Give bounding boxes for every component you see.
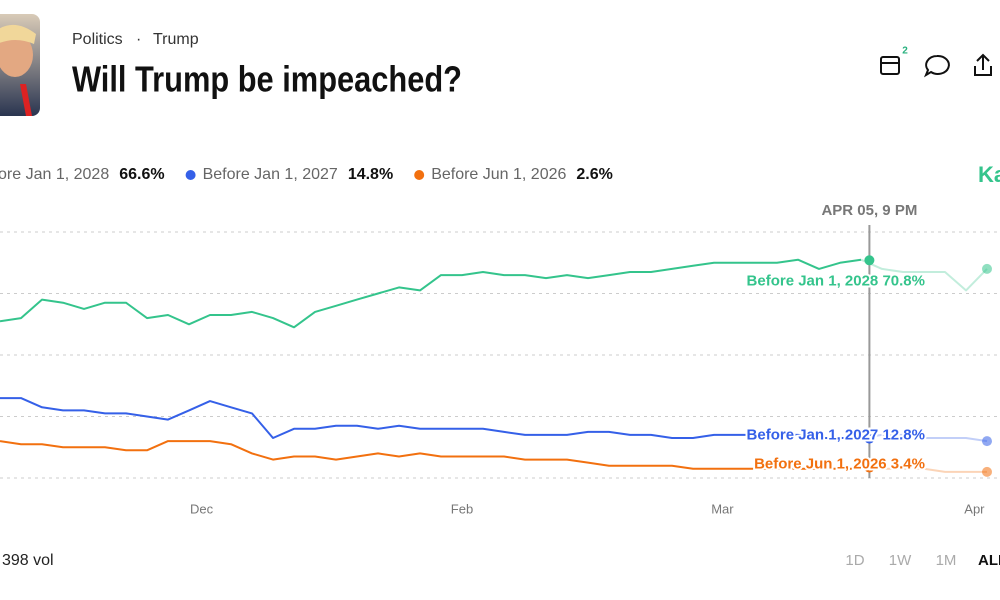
- hover-label-name: Before Jan 1, 2027: [747, 427, 879, 444]
- calendar-badge: 2: [902, 46, 908, 57]
- volume: 398 vol: [2, 552, 54, 569]
- hover-label-value: 3.4%: [891, 456, 925, 473]
- avatar-tie: [20, 84, 32, 116]
- legend-value: 14.8%: [348, 166, 393, 183]
- x-tick-label: Dec: [190, 501, 214, 516]
- avatar-hair: [0, 24, 36, 44]
- avatar-face: [0, 33, 33, 77]
- x-tick-label: Feb: [451, 501, 473, 516]
- series-line: [0, 397, 861, 439]
- hover-label-value: 70.8%: [882, 272, 925, 289]
- brand-logo: Kalshi: [978, 162, 1000, 187]
- legend-label: Before Jan 1, 2028: [0, 166, 109, 183]
- series-line-faded: [860, 433, 988, 443]
- range-button[interactable]: 1W: [889, 552, 912, 569]
- hover-dot: [864, 433, 875, 444]
- hover-date: APR 05, 9 PM: [821, 202, 917, 219]
- legend-swatch: [414, 170, 425, 180]
- x-tick-label: Apr: [964, 501, 985, 516]
- legend-value: 2.6%: [576, 166, 612, 183]
- hover-dot: [864, 462, 875, 473]
- series-line: [0, 440, 861, 470]
- series-end-dot: [982, 466, 992, 477]
- share-button[interactable]: [974, 53, 992, 76]
- series-line: [0, 258, 862, 329]
- series-end-dot: [982, 263, 992, 274]
- breadcrumb[interactable]: Trump: [153, 31, 199, 48]
- legend-label: Before Jun 1, 2026: [431, 166, 566, 183]
- calendar-button[interactable]: [880, 56, 900, 75]
- hover-label-value: 12.8%: [882, 427, 925, 444]
- legend-label: Before Jan 1, 2027: [203, 166, 338, 183]
- hover-label: Before Jan 1, 2028 70.8%: [747, 272, 925, 289]
- range-button[interactable]: 1D: [845, 552, 864, 569]
- breadcrumb-separator: ·: [136, 31, 141, 48]
- range-button[interactable]: ALL: [978, 552, 1000, 569]
- legend-value: 66.6%: [119, 166, 164, 183]
- hover-label-name: Before Jan 1, 2028: [747, 272, 879, 289]
- series-end-dot: [982, 436, 992, 447]
- breadcrumb[interactable]: Politics: [72, 31, 123, 48]
- hover-dot: [864, 255, 875, 266]
- legend-swatch: [185, 170, 196, 180]
- calendar-icon: [880, 56, 900, 75]
- series-line-faded: [861, 467, 987, 473]
- comment-button[interactable]: [923, 54, 950, 78]
- series-line-faded: [860, 258, 988, 292]
- hover-label: Before Jun 1, 2026 3.4%: [754, 456, 925, 473]
- hover-label: Before Jan 1, 2027 12.8%: [747, 427, 925, 444]
- x-tick-label: Mar: [711, 501, 734, 516]
- market-title: Will Trump be impeached?: [72, 59, 462, 100]
- range-button[interactable]: 1M: [936, 552, 957, 569]
- hover-label-name: Before Jun 1, 2026: [754, 456, 887, 473]
